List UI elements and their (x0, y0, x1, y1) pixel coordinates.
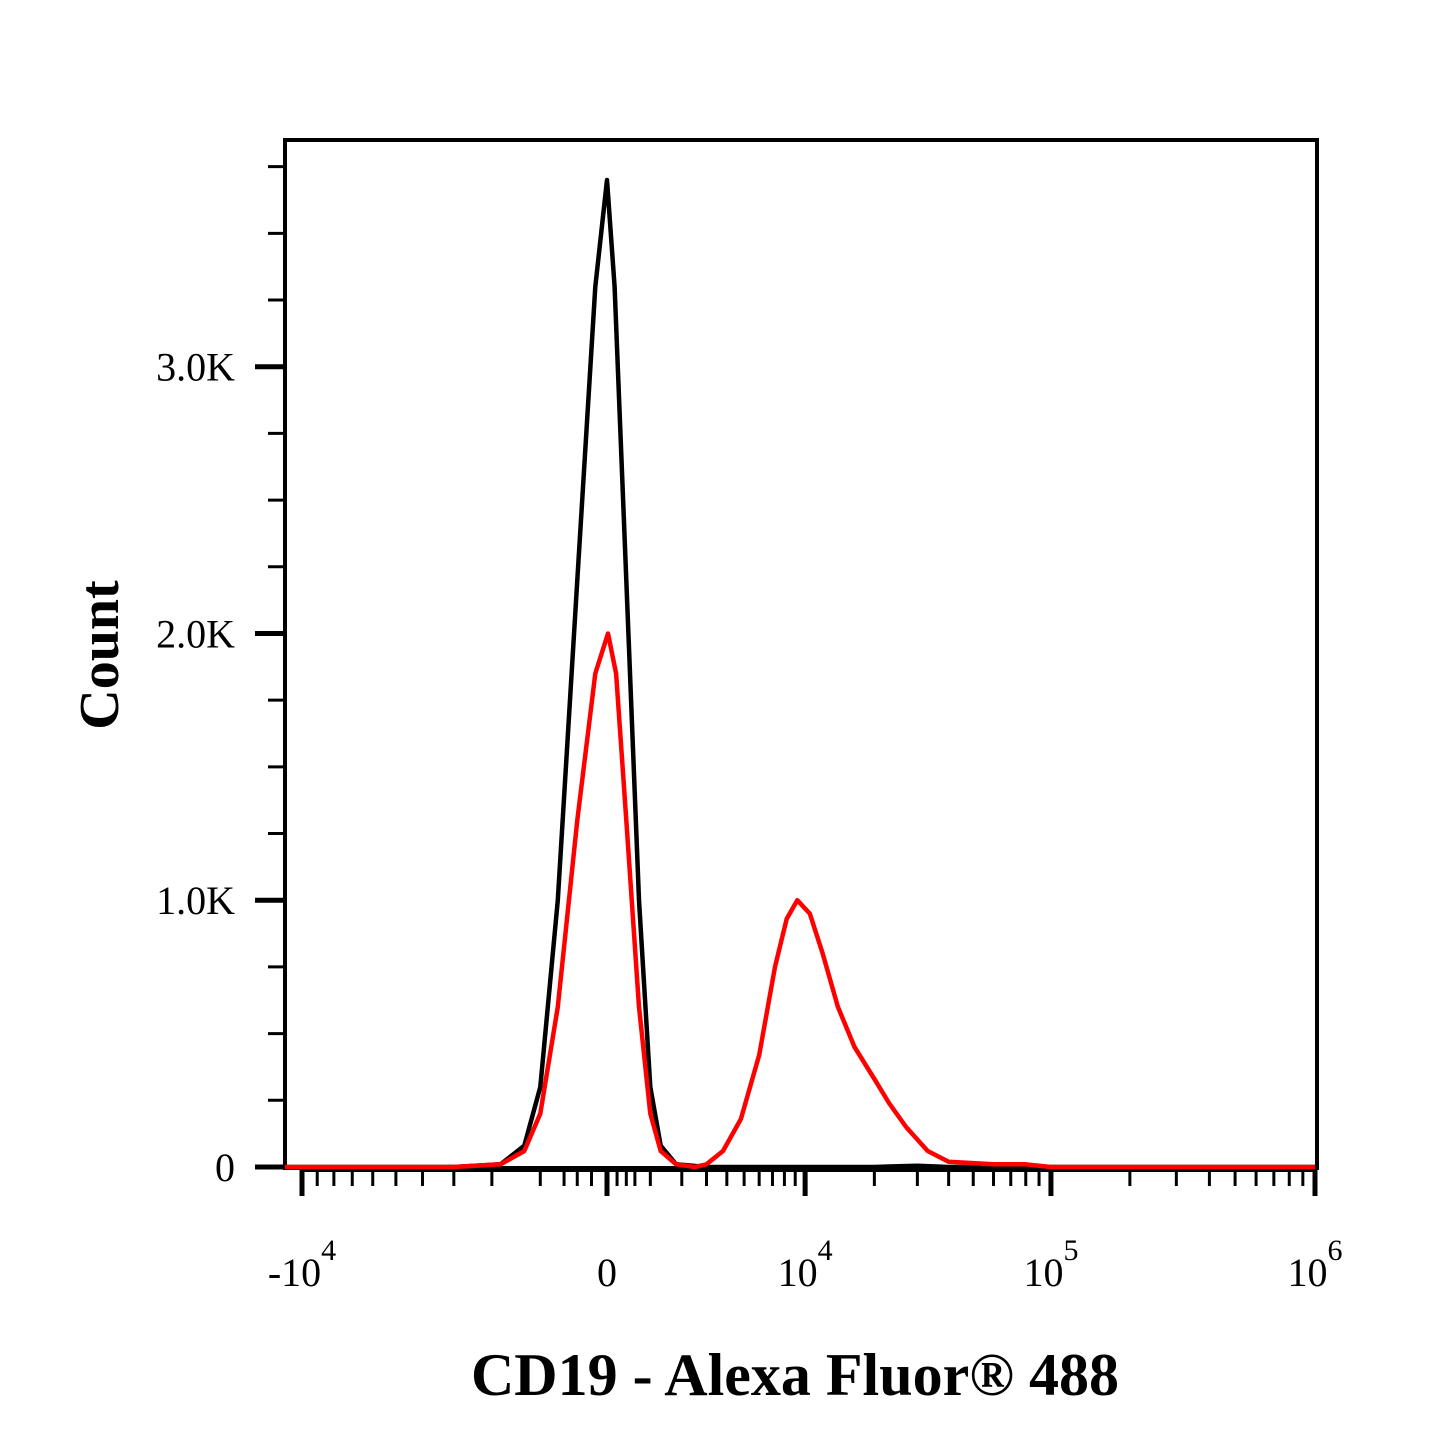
y-tick-label: 1.0K (156, 878, 235, 923)
x-axis: -104 0 104 105 106 (268, 1168, 1343, 1295)
y-axis: 0 1.0K 2.0K 3.0K (156, 165, 285, 1190)
black-histogram-line (285, 177, 1315, 1170)
x-tick-label: 104 (778, 1234, 833, 1295)
y-tick-label: 3.0K (156, 345, 235, 390)
y-tick-label: 2.0K (156, 611, 235, 656)
series-curves (285, 177, 1315, 1170)
x-axis-title: CD19 - Alexa Fluor® 488 (471, 1342, 1119, 1408)
x-tick-label: 105 (1023, 1234, 1078, 1295)
y-axis-title: Count (69, 580, 131, 730)
x-tick-label: 106 (1288, 1234, 1343, 1295)
red-histogram-line (285, 631, 1315, 1170)
x-tick-label: 0 (597, 1250, 617, 1295)
x-tick-label: -104 (268, 1234, 336, 1295)
plot-frame (283, 138, 1319, 1170)
y-tick-label: 0 (215, 1145, 235, 1190)
